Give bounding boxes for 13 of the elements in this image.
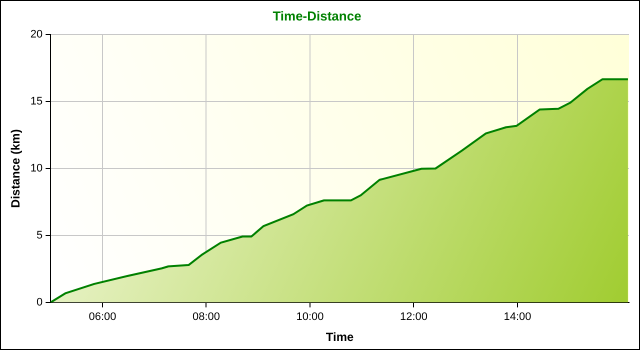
x-tick-label: 06:00 — [88, 311, 116, 324]
x-tick-label: 12:00 — [400, 311, 428, 324]
y-tick-label: 5 — [36, 229, 43, 242]
x-tick-label: 14:00 — [504, 311, 532, 324]
chart-title: Time-Distance — [272, 8, 362, 24]
y-tick-label: 0 — [36, 296, 43, 308]
x-tick-label: 08:00 — [192, 311, 220, 324]
y-tick-label: 20 — [30, 28, 43, 41]
x-tick-label: 10:00 — [296, 311, 324, 324]
y-tick-label: 15 — [30, 96, 43, 108]
x-axis-title: Time — [326, 330, 354, 344]
y-tick-label: 10 — [30, 162, 43, 175]
y-axis-title: Distance (km) — [8, 129, 23, 208]
